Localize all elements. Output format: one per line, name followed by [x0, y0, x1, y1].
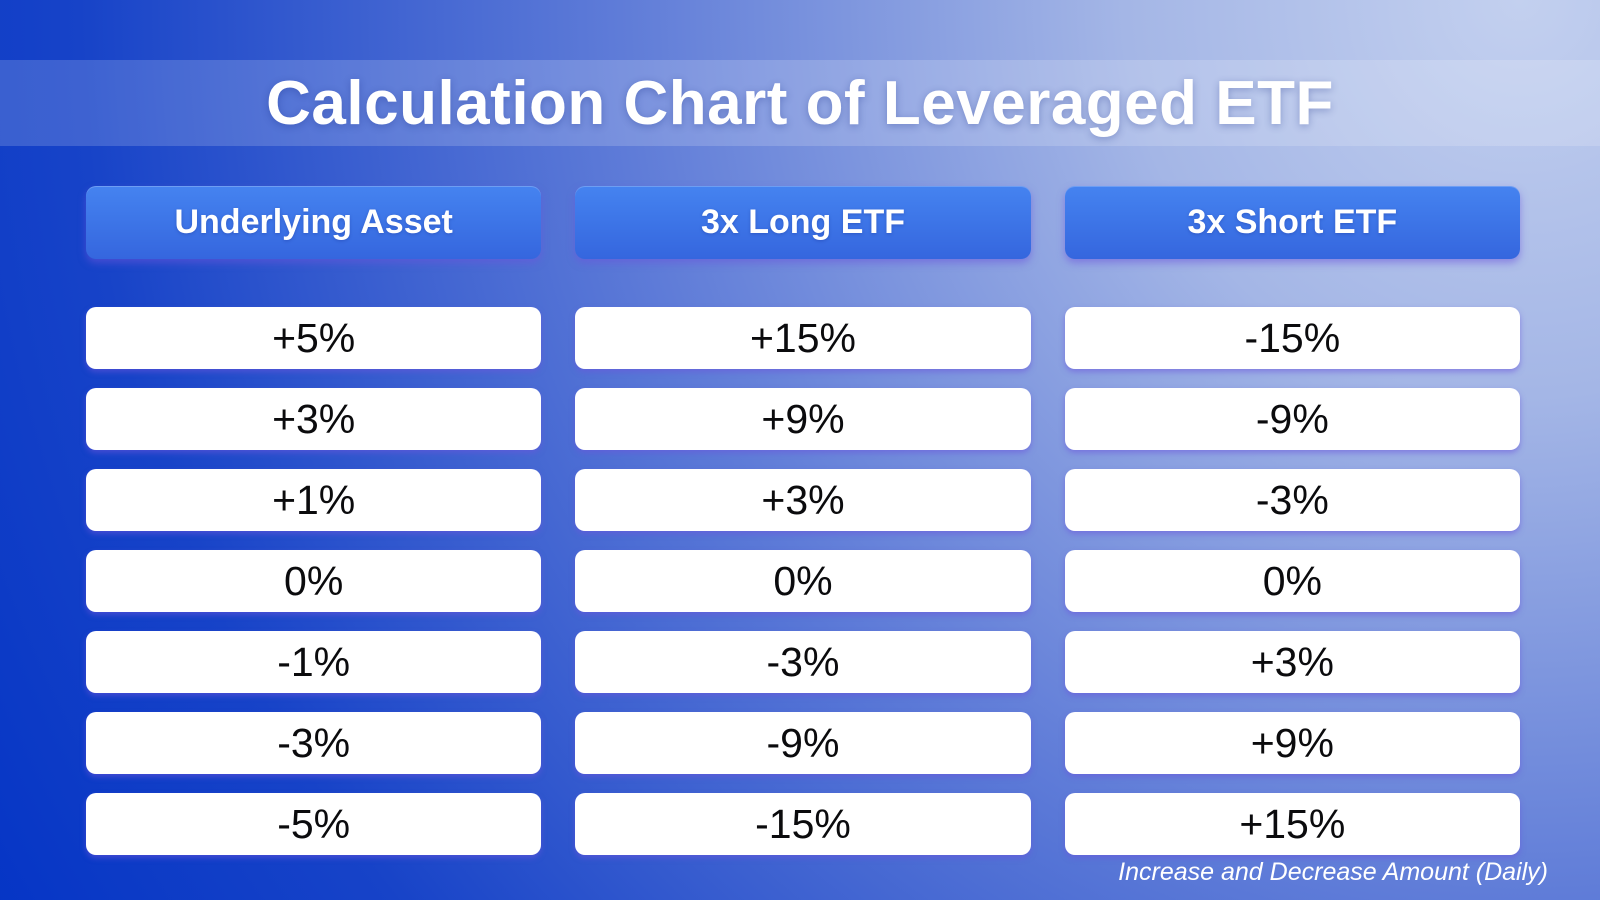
table-cell: +15%: [575, 307, 1031, 369]
table-cell: -15%: [1064, 307, 1520, 369]
column-header-3x-short-etf: 3x Short ETF: [1064, 186, 1520, 259]
table-cell: +3%: [1064, 631, 1520, 693]
column-header-3x-long-etf: 3x Long ETF: [575, 186, 1031, 259]
table-cell: +15%: [1064, 793, 1520, 855]
footer-note: Increase and Decrease Amount (Daily): [1118, 858, 1548, 886]
table-cell: 0%: [1064, 550, 1520, 612]
title-band: Calculation Chart of Leveraged ETF: [0, 60, 1600, 146]
page-title: Calculation Chart of Leveraged ETF: [266, 68, 1334, 138]
table-cell: +5%: [86, 307, 542, 369]
leveraged-etf-table: Underlying Asset 3x Long ETF 3x Short ET…: [86, 186, 1520, 855]
table-cell: -9%: [575, 712, 1031, 774]
table-cell: -15%: [575, 793, 1031, 855]
table-cell: -3%: [575, 631, 1031, 693]
table-cell: -3%: [86, 712, 542, 774]
table-cell: +9%: [575, 388, 1031, 450]
table-cell: -5%: [86, 793, 542, 855]
table-cell: -9%: [1064, 388, 1520, 450]
column-header-underlying-asset: Underlying Asset: [86, 186, 542, 259]
table-cell: +1%: [86, 469, 542, 531]
table-cell: -1%: [86, 631, 542, 693]
table-body: +5% +15% -15% +3% +9% -9% +1% +3% -3% 0%…: [86, 307, 1520, 855]
table-cell: 0%: [575, 550, 1031, 612]
table-cell: -3%: [1064, 469, 1520, 531]
table-header-row: Underlying Asset 3x Long ETF 3x Short ET…: [86, 186, 1520, 259]
table-cell: +3%: [575, 469, 1031, 531]
table-cell: +3%: [86, 388, 542, 450]
table-cell: 0%: [86, 550, 542, 612]
table-cell: +9%: [1064, 712, 1520, 774]
